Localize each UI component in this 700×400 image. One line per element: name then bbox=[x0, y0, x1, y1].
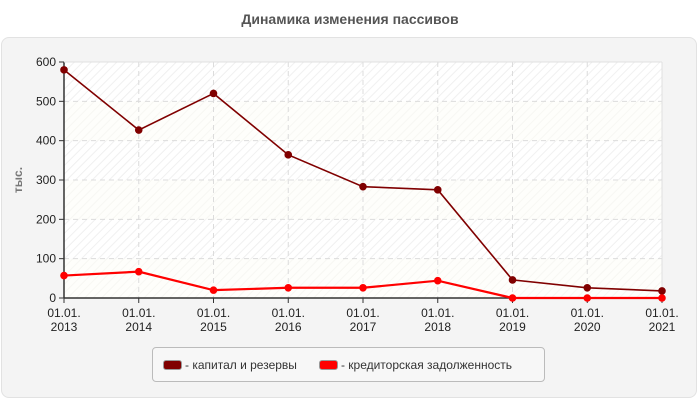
x-tick-label: 01.01. bbox=[47, 306, 80, 320]
legend-item-payables[interactable]: - кредиторская задолженность bbox=[318, 357, 513, 372]
x-tick-label: 2016 bbox=[275, 320, 302, 334]
chart-title: Динамика изменения пассивов bbox=[241, 11, 459, 27]
legend-item-capital[interactable]: - капитал и резервы bbox=[163, 358, 297, 372]
data-point[interactable] bbox=[134, 126, 143, 134]
data-point[interactable] bbox=[658, 294, 666, 302]
y-tick-label: 200 bbox=[36, 212, 56, 226]
x-tick-label: 2014 bbox=[125, 320, 152, 334]
data-point[interactable] bbox=[284, 151, 293, 159]
data-point[interactable] bbox=[284, 283, 293, 292]
data-point[interactable] bbox=[658, 287, 666, 295]
y-tick-label: 500 bbox=[36, 94, 56, 108]
y-tick-label: 100 bbox=[36, 252, 56, 266]
data-point[interactable] bbox=[508, 294, 517, 302]
x-tick-label: 01.01. bbox=[122, 306, 155, 320]
data-point[interactable] bbox=[583, 294, 592, 302]
x-tick-label: 01.01. bbox=[421, 306, 454, 320]
data-point[interactable] bbox=[209, 286, 218, 294]
x-tick-label: 2017 bbox=[350, 320, 377, 334]
data-point[interactable] bbox=[433, 186, 442, 194]
legend-swatch-capital bbox=[163, 359, 182, 370]
x-tick-label: 2021 bbox=[649, 320, 676, 334]
x-tick-label: 01.01. bbox=[272, 306, 305, 320]
y-tick-label: 300 bbox=[36, 173, 56, 187]
legend-label-capital: - капитал и резервы bbox=[185, 357, 297, 372]
data-point[interactable] bbox=[134, 267, 143, 276]
legend-label-payables: - кредиторская задолженность bbox=[340, 357, 513, 372]
x-tick-label: 2013 bbox=[51, 320, 78, 334]
legend: - капитал и резервы - кредиторская задол… bbox=[152, 347, 545, 382]
x-tick-label: 2019 bbox=[499, 320, 526, 334]
y-tick-label: 0 bbox=[49, 291, 56, 305]
x-tick-label: 01.01. bbox=[571, 306, 604, 320]
y-tick-label: 400 bbox=[36, 134, 56, 148]
data-point[interactable] bbox=[209, 89, 218, 98]
y-axis-label: тыс. bbox=[11, 167, 25, 193]
data-point[interactable] bbox=[508, 276, 517, 284]
x-tick-label: 01.01. bbox=[645, 306, 678, 320]
data-point[interactable] bbox=[583, 283, 592, 292]
x-tick-label: 01.01. bbox=[197, 306, 230, 320]
data-point[interactable] bbox=[60, 66, 68, 74]
data-point[interactable] bbox=[60, 271, 68, 280]
x-tick-label: 2020 bbox=[574, 320, 601, 334]
x-tick-label: 01.01. bbox=[496, 306, 529, 320]
data-point[interactable] bbox=[359, 283, 367, 292]
x-tick-label: 01.01. bbox=[346, 306, 379, 320]
data-point[interactable] bbox=[359, 182, 367, 191]
x-tick-label: 2015 bbox=[200, 320, 227, 334]
plot-area: 010020030040050060001.01.201301.01.20140… bbox=[11, 55, 679, 334]
data-point[interactable] bbox=[433, 276, 442, 285]
legend-swatch-payables bbox=[318, 359, 338, 370]
y-tick-label: 600 bbox=[36, 55, 56, 69]
x-tick-label: 2018 bbox=[424, 320, 451, 334]
